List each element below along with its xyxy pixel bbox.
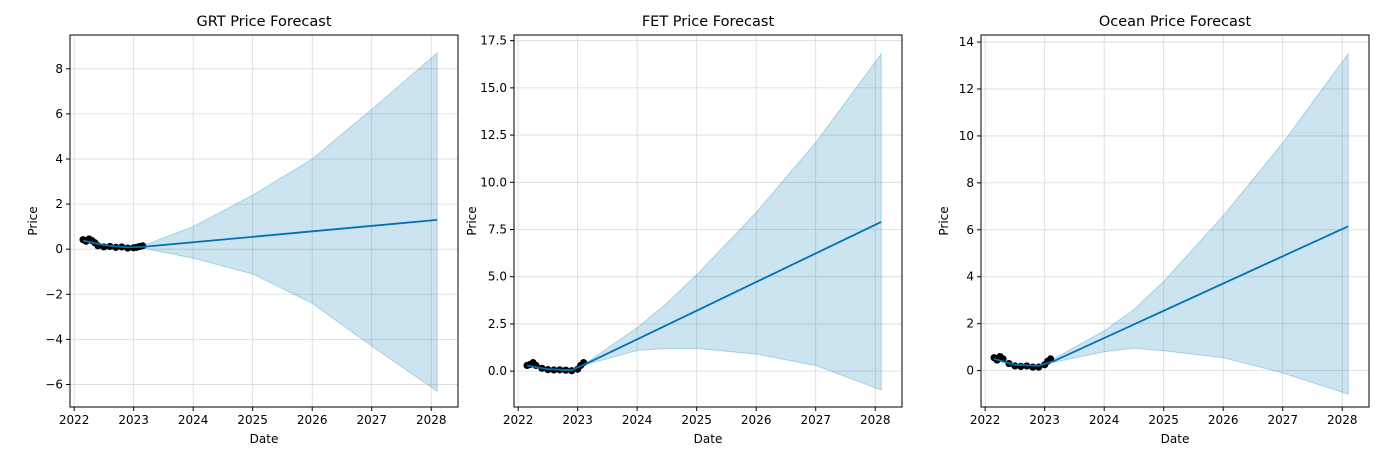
uncertainty-interval xyxy=(586,52,882,391)
uncertainty-interval xyxy=(142,51,438,393)
x-tick-label: 2024 xyxy=(1089,413,1120,427)
forecast-line xyxy=(82,219,438,249)
x-tick-label: 2027 xyxy=(800,413,831,427)
y-tick-label: −2 xyxy=(45,287,63,301)
x-tick-label: 2023 xyxy=(562,413,593,427)
y-tick-label: 2 xyxy=(55,197,63,211)
y-axis-label: Price xyxy=(26,206,40,235)
x-tick-label: 2027 xyxy=(356,413,387,427)
axes-frame xyxy=(513,34,903,408)
x-axis-label: Date xyxy=(250,432,279,446)
x-tick-label: 2025 xyxy=(681,413,712,427)
y-tick-label: 10.0 xyxy=(480,175,507,189)
y-axis-label: Price xyxy=(937,206,951,235)
chart-title: Ocean Price Forecast xyxy=(1099,14,1252,30)
x-tick-label: 2024 xyxy=(178,413,209,427)
y-tick-label: 8 xyxy=(966,176,974,190)
x-axis-label: Date xyxy=(1161,432,1190,446)
x-tick-label: 2026 xyxy=(297,413,328,427)
x-tick-label: 2028 xyxy=(860,413,891,427)
x-tick-label: 2028 xyxy=(416,413,447,427)
y-tick-label: 7.5 xyxy=(488,222,507,236)
x-tick-label: 2023 xyxy=(118,413,149,427)
y-tick-label: 0 xyxy=(55,242,63,256)
y-tick-label: 12 xyxy=(959,82,974,96)
axes-frame xyxy=(980,34,1370,408)
plot-area xyxy=(523,52,882,391)
x-axis-label: Date xyxy=(694,432,723,446)
forecast-line xyxy=(526,221,882,372)
x-tick-label: 2024 xyxy=(622,413,653,427)
x-tick-label: 2025 xyxy=(237,413,268,427)
x-tick-label: 2026 xyxy=(1208,413,1239,427)
y-tick-label: 2 xyxy=(966,317,974,331)
y-tick-label: 6 xyxy=(55,107,63,121)
y-tick-label: 14 xyxy=(959,35,974,49)
y-tick-label: 4 xyxy=(966,270,974,284)
y-tick-label: 2.5 xyxy=(488,317,507,331)
y-axis-label: Price xyxy=(465,206,479,235)
x-tick-label: 2023 xyxy=(1029,413,1060,427)
x-tick-label: 2022 xyxy=(970,413,1001,427)
axes-frame xyxy=(69,34,459,408)
x-tick-label: 2028 xyxy=(1327,413,1358,427)
y-tick-label: 12.5 xyxy=(480,128,507,142)
y-tick-label: 0 xyxy=(966,364,974,378)
y-tick-label: 10 xyxy=(959,129,974,143)
y-tick-label: 15.0 xyxy=(480,81,507,95)
y-tick-label: 4 xyxy=(55,152,63,166)
y-tick-label: 8 xyxy=(55,62,63,76)
forecast-line xyxy=(993,225,1349,367)
chart-panel-2: 2022 2023 2024 2025 2026 2027 2028 0.0 2.5 5.0 7.5… xyxy=(465,14,903,446)
x-tick-label: 2027 xyxy=(1267,413,1298,427)
y-tick-label: 0.0 xyxy=(488,364,507,378)
chart-panel-1: 2022 2023 2024 2025 2026 2027 2028 −6 −4 −2 0 2 4 6 8 G… xyxy=(26,14,459,446)
plot-area xyxy=(990,52,1349,395)
chart-panel-3: 2022 2023 2024 2025 2026 2027 2028 0 2 4 6 8 10 12 14 O… xyxy=(937,14,1370,446)
x-tick-label: 2025 xyxy=(1148,413,1179,427)
x-tick-label: 2022 xyxy=(503,413,534,427)
y-tick-label: −6 xyxy=(45,377,63,391)
y-tick-label: 6 xyxy=(966,223,974,237)
y-tick-label: 5.0 xyxy=(488,270,507,284)
x-tick-label: 2022 xyxy=(59,413,90,427)
chart-title: FET Price Forecast xyxy=(642,14,775,30)
uncertainty-interval xyxy=(1053,52,1349,395)
y-tick-label: 17.5 xyxy=(480,34,507,48)
y-tick-label: −4 xyxy=(45,332,63,346)
plot-area xyxy=(79,51,438,393)
x-tick-label: 2026 xyxy=(741,413,772,427)
chart-title: GRT Price Forecast xyxy=(196,14,331,30)
